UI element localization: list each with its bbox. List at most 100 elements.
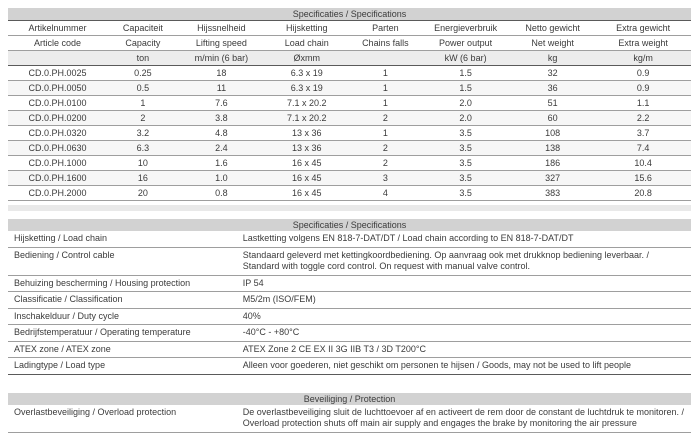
spec-row: CD.0.PH.1000 10 1.6 16 x 45 2 3.5 186 10.4 xyxy=(8,156,691,171)
spec-cell: 3.5 xyxy=(459,128,472,138)
spec-cell: 3.5 xyxy=(459,188,472,198)
column-unit xyxy=(8,51,107,66)
spec-cell: 0.25 xyxy=(134,68,152,78)
spec-cell: 16 x 45 xyxy=(292,188,322,198)
column-unit: m/min (6 bar) xyxy=(194,53,249,63)
spec-header-row: ton m/min (6 bar) Øxmm kW (6 bar) kg kg/m xyxy=(8,50,691,66)
spec-cell: 1 xyxy=(382,83,388,93)
kv-value: 40% xyxy=(236,308,691,325)
spec-cell: 13 x 36 xyxy=(292,128,322,138)
spec-row: CD.0.PH.0100 1 7.6 7.1 x 20.2 1 2.0 51 1.1 xyxy=(8,96,691,111)
kv-value: De overlastbeveiliging sluit de luchttoe… xyxy=(236,404,691,433)
spec-cell: 18 xyxy=(216,68,227,78)
spec-cell: 0.9 xyxy=(636,83,650,93)
spec-cell: 3.5 xyxy=(459,143,472,153)
spec-cell: 2 xyxy=(382,158,388,168)
column-unit: kg xyxy=(547,53,558,63)
spec-cell: 327 xyxy=(545,173,561,183)
spec-cell: 16 x 45 xyxy=(292,173,322,183)
spec-cell: 51 xyxy=(547,98,558,108)
column-header-en: Chains falls xyxy=(362,38,409,48)
spec-cell: 2 xyxy=(140,113,146,123)
spec-cell: 10 xyxy=(137,158,148,168)
spec-cell: 16 x 45 xyxy=(292,158,322,168)
kv-row: Bediening / Control cable Standaard gelev… xyxy=(8,247,691,276)
spec-cell: CD.0.PH.0630 xyxy=(28,143,87,153)
kv-value: Alleen voor goederen, niet geschikt om p… xyxy=(236,357,691,375)
kv-value: ATEX Zone 2 CE EX II 3G IIB T3 / 3D T200… xyxy=(236,341,691,358)
kv-row: Ladingtype / Load type Alleen voor goeder… xyxy=(8,357,691,375)
spec-section: Specificaties / Specifications Artikelnu… xyxy=(8,8,691,211)
column-header-en: Capacity xyxy=(125,38,161,48)
spec-cell: 16 xyxy=(137,173,148,183)
spec-cell: 1.6 xyxy=(215,158,228,168)
kv-row: Overlastbeveiliging / Overload protectio… xyxy=(8,404,691,433)
kv-label: Inschakelduur / Duty cycle xyxy=(8,308,237,325)
kv-label: Behuizing bescherming / Housing protecti… xyxy=(8,275,237,292)
spec-cell: CD.0.PH.0200 xyxy=(28,113,87,123)
column-header-nl: Parten xyxy=(372,23,399,33)
spec-cell: 1.1 xyxy=(636,98,650,108)
spec-cell: 3.2 xyxy=(136,128,150,138)
spec-cell: 2 xyxy=(382,113,388,123)
column-header-en: Article code xyxy=(34,38,82,48)
spec-cell: 36 xyxy=(547,83,558,93)
spec-table-title: Specificaties / Specifications xyxy=(8,8,691,20)
kv-value: Lastketting volgens EN 818-7-DAT/DT / Lo… xyxy=(236,231,691,248)
kv-row: Inschakelduur / Duty cycle 40% xyxy=(8,308,691,325)
spec-cell: 6.3 x 19 xyxy=(290,68,323,78)
spec-cell: 1.0 xyxy=(215,173,228,183)
kv-label: Overlastbeveiliging / Overload protectio… xyxy=(8,404,237,433)
column-header-en: Power output xyxy=(439,38,493,48)
spec-cell: 383 xyxy=(545,188,561,198)
spec-cell: 7.6 xyxy=(215,98,228,108)
kv-value: IP 54 xyxy=(236,275,691,292)
column-header-en: Lifting speed xyxy=(195,38,247,48)
spec-cell: CD.0.PH.0050 xyxy=(28,83,87,93)
spec-row: CD.0.PH.0320 3.2 4.8 13 x 36 1 3.5 108 3.7 xyxy=(8,126,691,141)
column-unit: kW (6 bar) xyxy=(444,53,487,63)
section-end-strip xyxy=(8,205,691,211)
spec-cell: 108 xyxy=(545,128,561,138)
spec-row: CD.0.PH.0025 0.25 18 6.3 x 19 1 1.5 32 0.9 xyxy=(8,66,691,81)
column-header-en: Load chain xyxy=(284,38,329,48)
spec-cell: 0.8 xyxy=(215,188,228,198)
kv-label: Ladingtype / Load type xyxy=(8,357,237,375)
spec-cell: 2.2 xyxy=(636,113,650,123)
spec-cell: 4.8 xyxy=(215,128,228,138)
details-table: Hijsketting / Load chain Lastketting volg… xyxy=(8,231,691,375)
spec-cell: CD.0.PH.2000 xyxy=(28,188,87,198)
column-unit xyxy=(349,51,421,66)
spec-row: CD.0.PH.0050 0.5 11 6.3 x 19 1 1.5 36 0.9 xyxy=(8,80,691,96)
spec-row: CD.0.PH.2000 20 0.8 16 x 45 4 3.5 383 20.8 xyxy=(8,186,691,201)
column-header-en: Net weight xyxy=(531,38,574,48)
spec-cell: 186 xyxy=(545,158,561,168)
spec-header-row: Artikelnummer Capaciteit Hijssnelheid Hijsk… xyxy=(8,20,691,36)
column-header-nl: Hijssnelheid xyxy=(197,23,246,33)
spec-row: CD.0.PH.1600 16 1.0 16 x 45 3 3.5 327 15.6 xyxy=(8,170,691,186)
spec-cell: 60 xyxy=(547,113,558,123)
spec-cell: 3.7 xyxy=(636,128,650,138)
spec-cell: 4 xyxy=(382,188,388,198)
column-header-nl: Energieverbruik xyxy=(434,23,498,33)
kv-label: Hijsketting / Load chain xyxy=(8,231,237,248)
spec-cell: 13 x 36 xyxy=(292,143,322,153)
spec-cell: 20.8 xyxy=(634,188,652,198)
column-header-nl: Extra gewicht xyxy=(616,23,671,33)
kv-label: Bedrijfstemperatuur / Operating temperat… xyxy=(8,324,237,342)
column-header-nl: Capaciteit xyxy=(122,23,163,33)
protection-section: Beveiliging / Protection Overlastbeveili… xyxy=(8,392,691,433)
spec-cell: 11 xyxy=(216,83,227,93)
column-unit: Øxmm xyxy=(293,53,321,63)
column-header-nl: Netto gewicht xyxy=(525,23,580,33)
spec-cell: 1 xyxy=(382,128,388,138)
spec-cell: 6.3 x 19 xyxy=(290,83,323,93)
kv-row: ATEX zone / ATEX zone ATEX Zone 2 CE EX I… xyxy=(8,341,691,358)
kv-label: ATEX zone / ATEX zone xyxy=(8,341,237,358)
kv-value: Standaard geleverd met kettingkoordbedie… xyxy=(236,247,691,276)
spec-cell: 138 xyxy=(545,143,561,153)
protection-table: Overlastbeveiliging / Overload protectio… xyxy=(8,404,691,433)
kv-row: Hijsketting / Load chain Lastketting volg… xyxy=(8,231,691,248)
column-unit: kg/m xyxy=(633,53,653,63)
